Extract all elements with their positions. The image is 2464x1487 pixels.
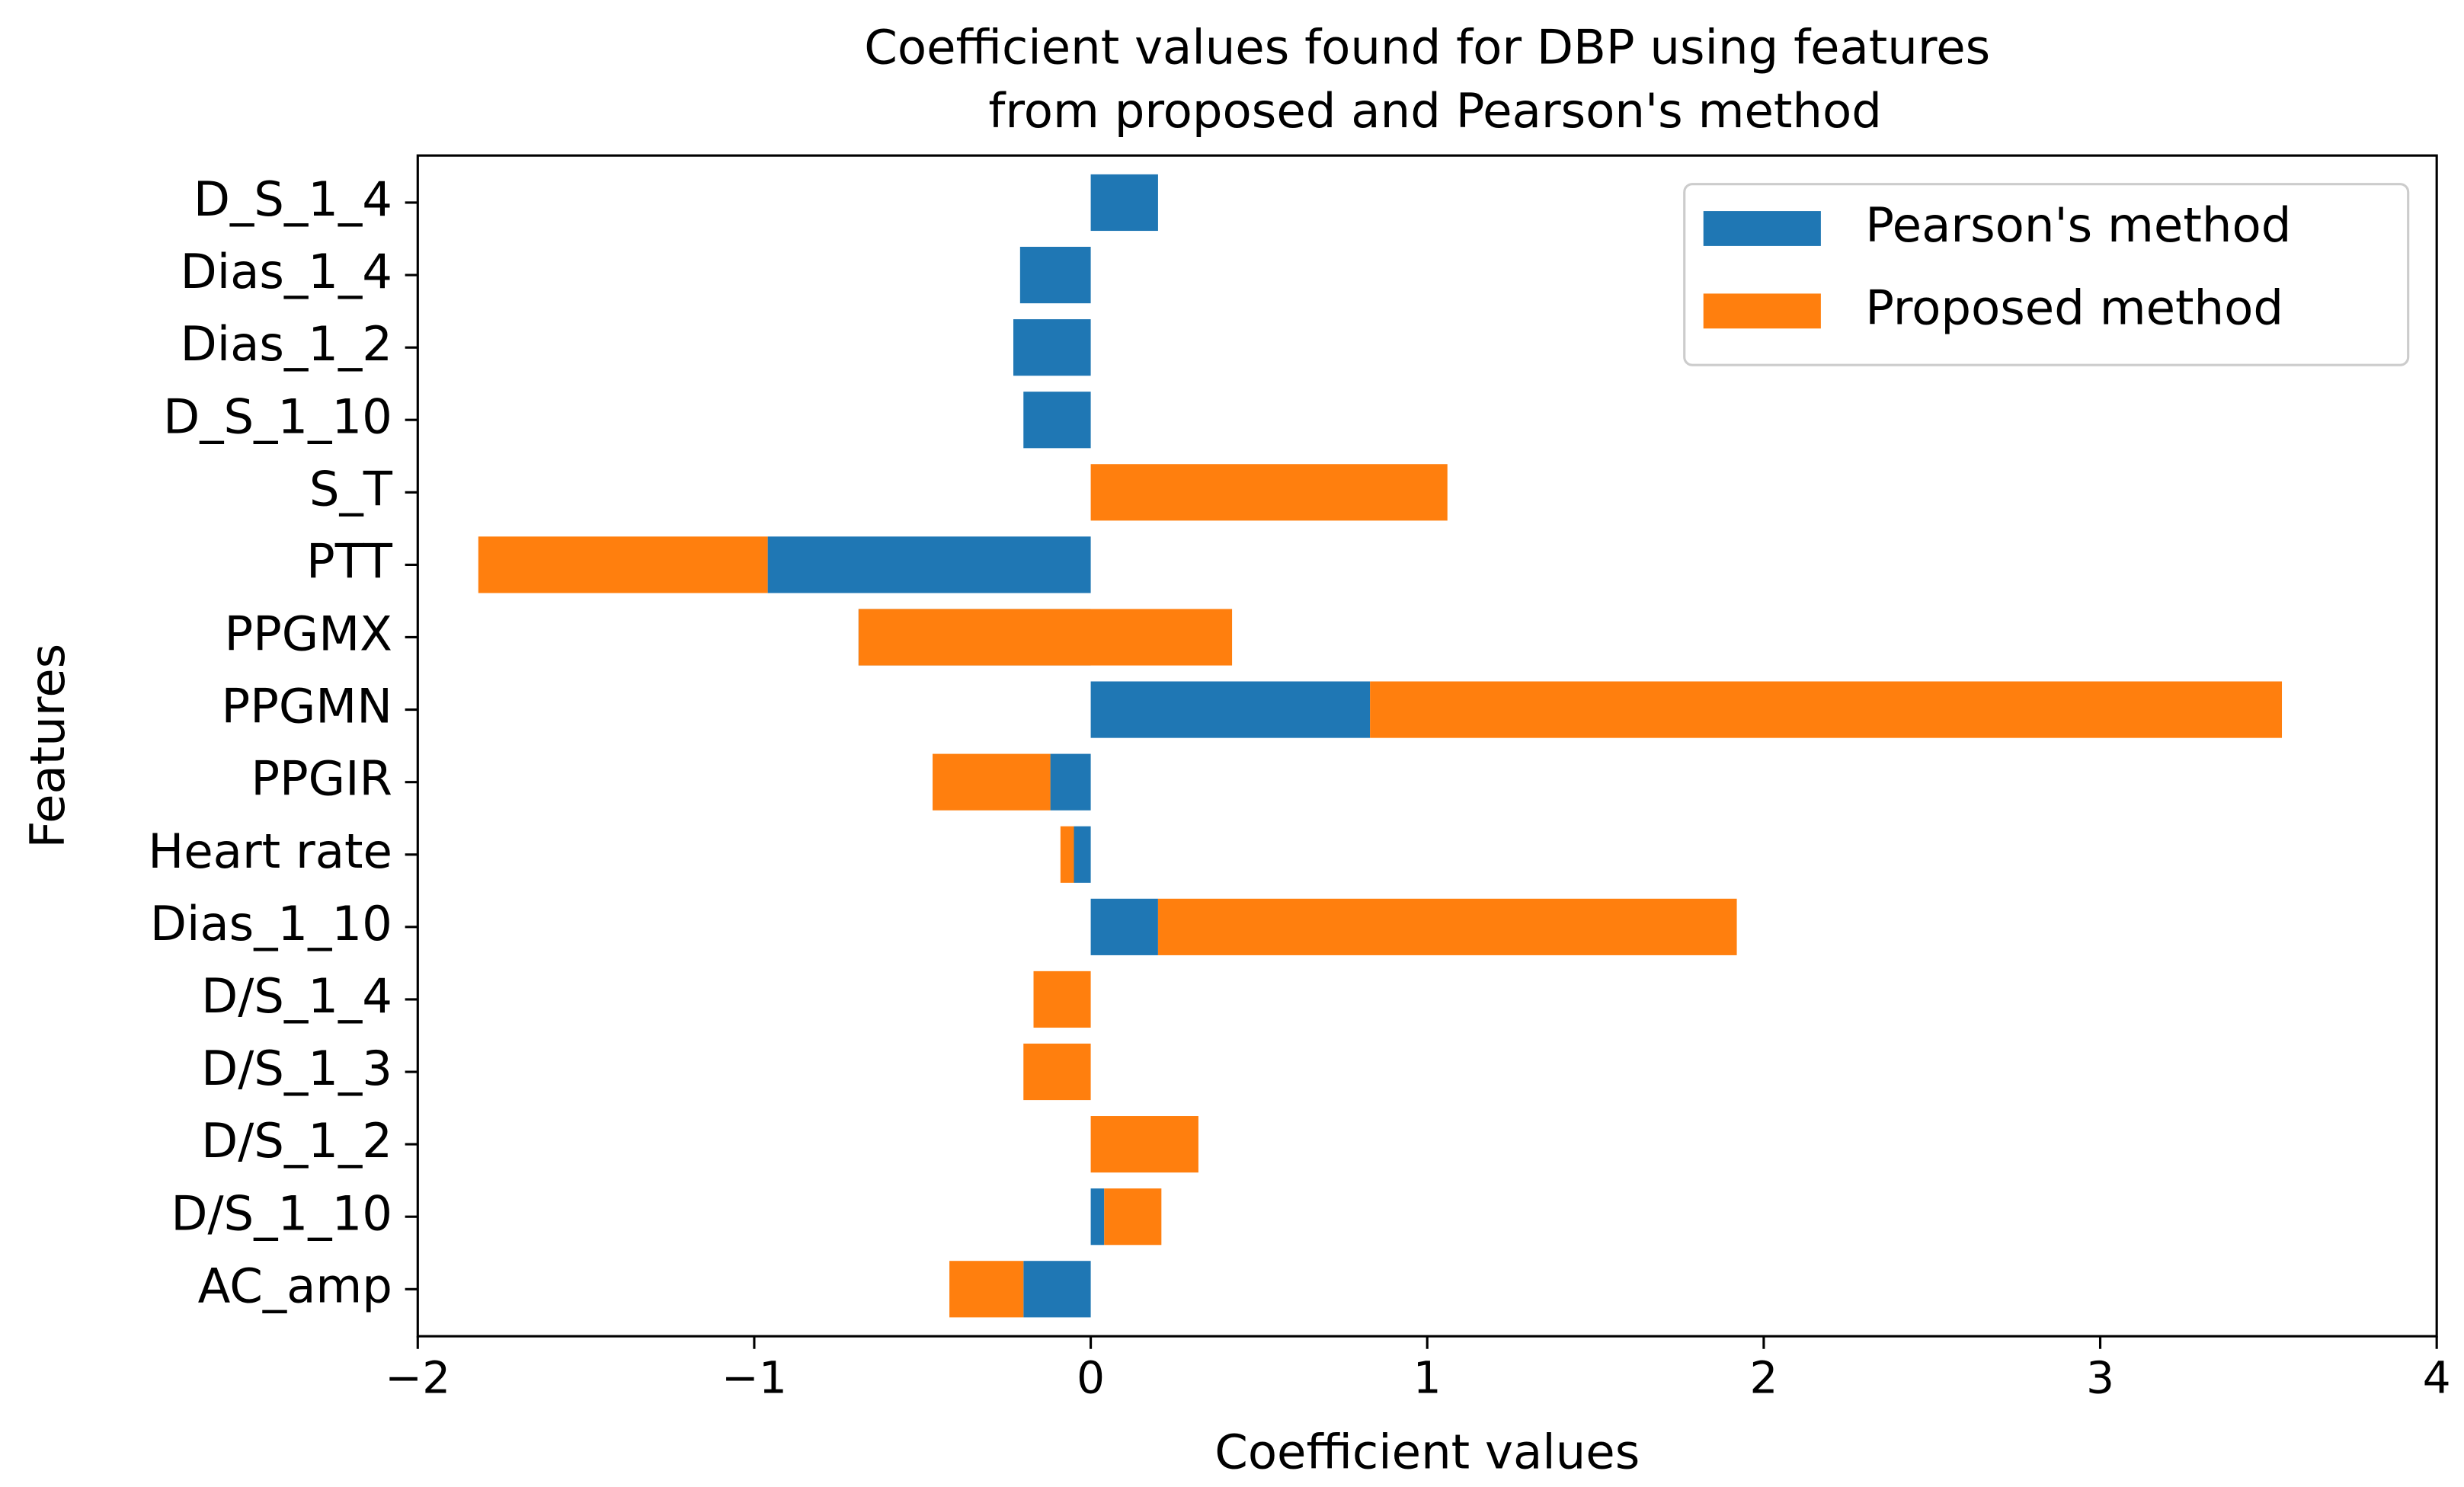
y-tick-label: Dias_1_4 xyxy=(181,244,392,299)
y-tick-label: D/S_1_4 xyxy=(201,968,392,1024)
y-tick-label: PPGIR xyxy=(251,751,392,807)
y-tick-label: S_T xyxy=(309,461,393,516)
bar xyxy=(1013,319,1091,376)
bar xyxy=(1019,246,1091,304)
bar xyxy=(1370,681,2283,738)
x-tick-label: −1 xyxy=(722,1352,787,1404)
y-axis-label: Features xyxy=(20,644,75,849)
bar xyxy=(1060,826,1074,883)
x-axis-label: Coefficient values xyxy=(1214,1424,1640,1479)
x-tick-label: 3 xyxy=(2086,1352,2114,1404)
y-tick-label: Dias_1_10 xyxy=(150,896,392,951)
bar xyxy=(1157,898,1737,955)
legend-label: Pearson's method xyxy=(1865,197,2291,253)
bar xyxy=(858,609,1233,666)
x-tick-label: −2 xyxy=(385,1352,450,1404)
x-tick-label: 2 xyxy=(1749,1352,1778,1404)
bar xyxy=(1023,1261,1091,1318)
y-tick-label: D/S_1_10 xyxy=(171,1185,392,1241)
chart-title: Coefficient values found for DBP using f… xyxy=(864,20,1990,75)
y-tick-label: PPGMX xyxy=(224,606,392,662)
bar xyxy=(1090,464,1448,521)
bar xyxy=(1023,1043,1091,1101)
legend-box xyxy=(1683,183,2410,366)
legend-label: Proposed method xyxy=(1865,280,2283,335)
y-tick-label: D/S_1_2 xyxy=(201,1113,392,1169)
bar xyxy=(1050,753,1091,811)
bar xyxy=(1104,1188,1162,1246)
y-tick-label: PPGMN xyxy=(222,679,392,734)
bar xyxy=(1074,826,1091,883)
bar xyxy=(767,536,1091,593)
bar xyxy=(1023,392,1091,449)
y-tick-label: D/S_1_3 xyxy=(201,1041,392,1096)
x-tick-label: 0 xyxy=(1077,1352,1105,1404)
x-tick-label: 1 xyxy=(1413,1352,1442,1404)
bar xyxy=(1090,174,1158,232)
bar xyxy=(478,536,768,593)
plot-frame xyxy=(416,154,2438,1338)
y-tick-label: D_S_1_10 xyxy=(163,389,392,444)
bar xyxy=(949,1261,1024,1318)
y-tick-label: AC_amp xyxy=(198,1258,392,1313)
bar xyxy=(1090,898,1158,955)
bar xyxy=(933,753,1051,811)
y-tick-label: Heart rate xyxy=(148,823,392,879)
y-tick-label: Dias_1_2 xyxy=(181,316,392,372)
chart-title: from proposed and Pearson's method xyxy=(988,83,1881,139)
bar xyxy=(1033,971,1091,1028)
bar xyxy=(1090,1116,1198,1173)
x-tick-label: 4 xyxy=(2423,1352,2451,1404)
y-tick-label: D_S_1_4 xyxy=(194,171,392,227)
bar xyxy=(1090,681,1371,738)
legend-swatch xyxy=(1703,211,1821,246)
y-tick-label: PTT xyxy=(306,533,393,589)
bar xyxy=(1090,1188,1105,1246)
legend-swatch xyxy=(1703,293,1821,329)
